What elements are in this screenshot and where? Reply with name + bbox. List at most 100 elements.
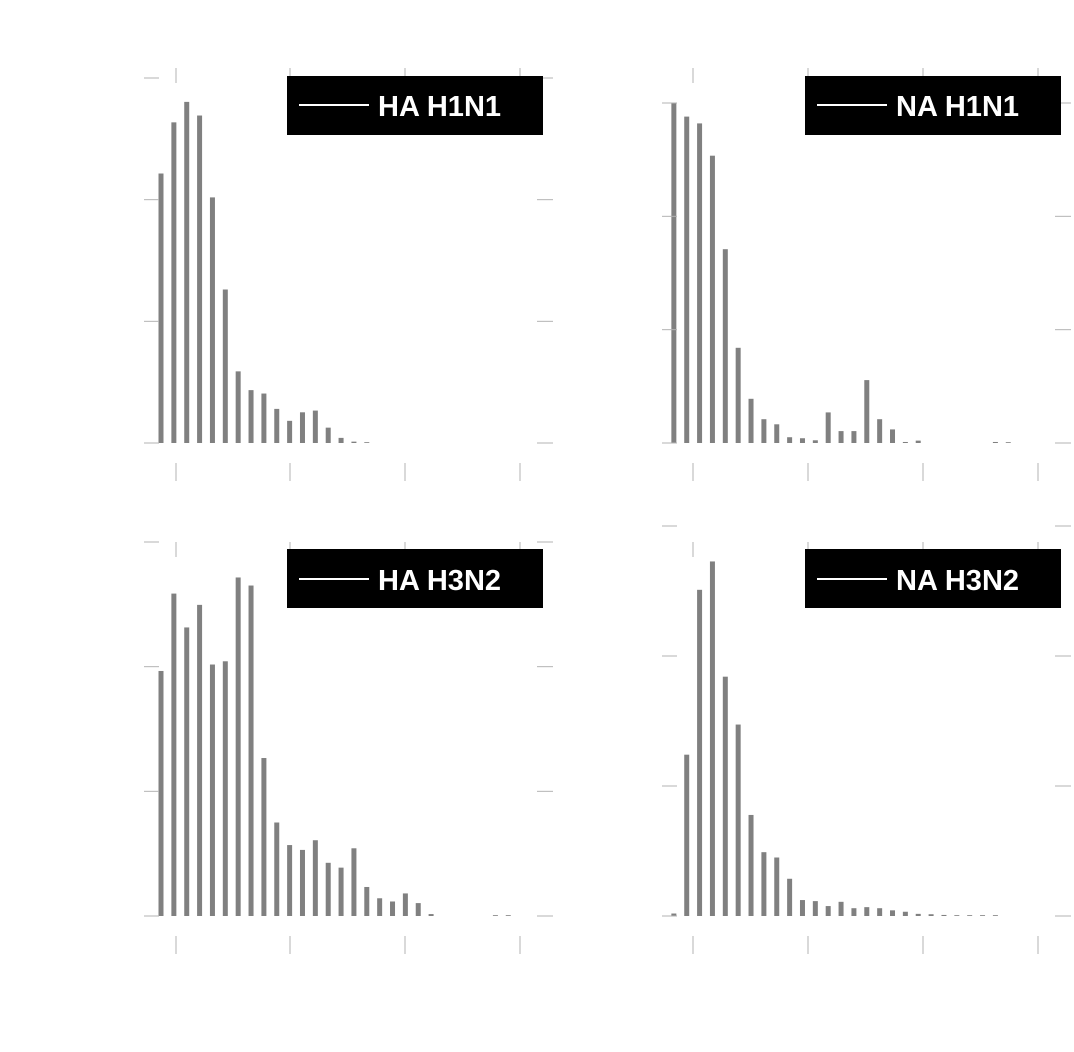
bar bbox=[364, 442, 370, 443]
bar bbox=[184, 627, 190, 916]
bar bbox=[851, 908, 857, 916]
bar bbox=[915, 440, 921, 443]
panel-na-h1n1: NA H1N1 bbox=[662, 68, 1071, 481]
bar bbox=[864, 380, 870, 443]
legend: HA H1N1 bbox=[287, 76, 543, 135]
bar bbox=[235, 371, 241, 443]
bar bbox=[774, 857, 780, 916]
bar bbox=[735, 347, 741, 443]
bar bbox=[287, 420, 293, 443]
bar bbox=[222, 661, 228, 916]
bar bbox=[325, 862, 331, 916]
bar bbox=[158, 173, 164, 443]
bar bbox=[812, 440, 818, 443]
bar bbox=[299, 412, 305, 443]
axis-ticks bbox=[662, 68, 1071, 481]
bar bbox=[890, 429, 896, 443]
axis-ticks bbox=[144, 541, 553, 954]
bars bbox=[671, 103, 1011, 444]
bar bbox=[338, 867, 344, 916]
bar bbox=[825, 412, 831, 443]
axis-ticks bbox=[144, 68, 553, 481]
bar bbox=[825, 906, 831, 916]
bar bbox=[697, 123, 703, 444]
bar bbox=[864, 907, 870, 916]
bar bbox=[428, 914, 434, 916]
bar bbox=[197, 115, 203, 444]
bar bbox=[992, 441, 998, 443]
bar bbox=[799, 438, 805, 443]
bar bbox=[799, 900, 805, 916]
bar bbox=[748, 814, 754, 916]
bar bbox=[492, 915, 498, 916]
bar bbox=[722, 676, 728, 916]
legend-label: HA H1N1 bbox=[378, 91, 501, 123]
bar bbox=[338, 437, 344, 443]
bar bbox=[158, 670, 164, 916]
bar bbox=[671, 103, 677, 443]
bar bbox=[222, 289, 228, 443]
bar bbox=[774, 424, 780, 443]
bars bbox=[671, 561, 998, 916]
bar bbox=[197, 604, 203, 916]
bar bbox=[248, 390, 254, 443]
bar bbox=[838, 901, 844, 916]
bars bbox=[158, 101, 370, 444]
bar bbox=[261, 758, 267, 916]
bar bbox=[761, 419, 767, 443]
bar bbox=[671, 913, 677, 916]
panel-ha-h1n1: HA H1N1 bbox=[144, 68, 553, 481]
bar bbox=[684, 116, 690, 443]
bar bbox=[402, 893, 408, 916]
bar bbox=[248, 585, 254, 916]
bar bbox=[928, 914, 934, 916]
bar bbox=[684, 754, 690, 916]
bar bbox=[287, 845, 293, 916]
legend: NA H3N2 bbox=[805, 549, 1061, 608]
bar bbox=[325, 427, 331, 443]
bar bbox=[877, 419, 883, 443]
bar bbox=[261, 393, 267, 443]
legend: HA H3N2 bbox=[287, 549, 543, 608]
bar bbox=[787, 878, 793, 916]
bar bbox=[171, 122, 177, 443]
bar bbox=[722, 249, 728, 443]
bar bbox=[274, 408, 280, 443]
bar bbox=[364, 886, 370, 916]
bar bbox=[351, 848, 357, 916]
bar bbox=[890, 910, 896, 916]
panel-na-h3n2: NA H3N2 bbox=[662, 525, 1071, 954]
bar bbox=[377, 898, 383, 916]
bar bbox=[209, 197, 215, 443]
bar bbox=[709, 561, 715, 916]
bar bbox=[915, 913, 921, 916]
legend-label: NA H1N1 bbox=[896, 91, 1019, 123]
bar bbox=[851, 431, 857, 443]
bar bbox=[390, 901, 396, 916]
bar bbox=[992, 915, 998, 916]
bar bbox=[299, 849, 305, 916]
bar bbox=[941, 914, 947, 916]
legend-label: NA H3N2 bbox=[896, 565, 1019, 597]
legend: NA H1N1 bbox=[805, 76, 1061, 135]
bar bbox=[697, 589, 703, 916]
bar bbox=[877, 908, 883, 916]
bar bbox=[812, 901, 818, 916]
panel-ha-h3n2: HA H3N2 bbox=[144, 541, 553, 954]
bar bbox=[967, 915, 973, 916]
bar bbox=[748, 398, 754, 443]
bar bbox=[787, 437, 793, 443]
bar bbox=[709, 155, 715, 443]
bar bbox=[415, 903, 421, 916]
bar bbox=[761, 852, 767, 916]
bar bbox=[351, 441, 357, 443]
bar bbox=[274, 822, 280, 916]
bar bbox=[312, 840, 318, 916]
bar bbox=[171, 593, 177, 916]
bar bbox=[505, 915, 511, 916]
bars bbox=[158, 577, 511, 916]
bar bbox=[902, 441, 908, 443]
bar bbox=[184, 101, 190, 443]
bar bbox=[980, 915, 986, 916]
